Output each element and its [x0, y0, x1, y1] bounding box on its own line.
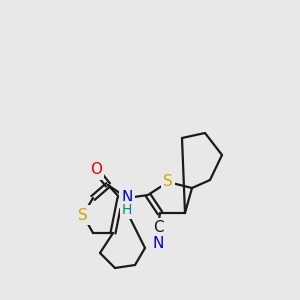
- Text: S: S: [163, 175, 173, 190]
- Text: N: N: [121, 190, 133, 206]
- Text: N: N: [152, 236, 164, 251]
- Text: H: H: [122, 203, 132, 217]
- Text: O: O: [90, 163, 102, 178]
- Text: C: C: [153, 220, 163, 236]
- Text: S: S: [78, 208, 88, 223]
